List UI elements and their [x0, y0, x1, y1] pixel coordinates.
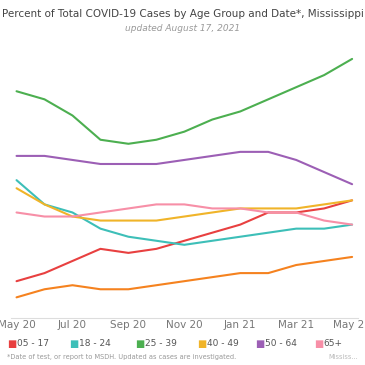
Text: ■: ■: [314, 339, 323, 349]
Text: 18 - 24: 18 - 24: [79, 339, 111, 348]
Text: ■: ■: [197, 339, 206, 349]
Text: ■: ■: [69, 339, 78, 349]
Text: 05 - 17: 05 - 17: [17, 339, 49, 348]
Text: *Date of test, or report to MSDH. Updated as cases are investigated.: *Date of test, or report to MSDH. Update…: [7, 354, 237, 360]
Text: Percent of Total COVID-19 Cases by Age Group and Date*, Mississippi: Percent of Total COVID-19 Cases by Age G…: [1, 9, 364, 19]
Text: ■: ■: [135, 339, 144, 349]
Text: ■: ■: [255, 339, 265, 349]
Text: 40 - 49: 40 - 49: [207, 339, 238, 348]
Text: 25 - 39: 25 - 39: [145, 339, 176, 348]
Text: updated August 17, 2021: updated August 17, 2021: [125, 24, 240, 33]
Text: 50 - 64: 50 - 64: [265, 339, 297, 348]
Text: 65+: 65+: [323, 339, 342, 348]
Text: Mississ...: Mississ...: [328, 354, 358, 360]
Text: ■: ■: [7, 339, 16, 349]
